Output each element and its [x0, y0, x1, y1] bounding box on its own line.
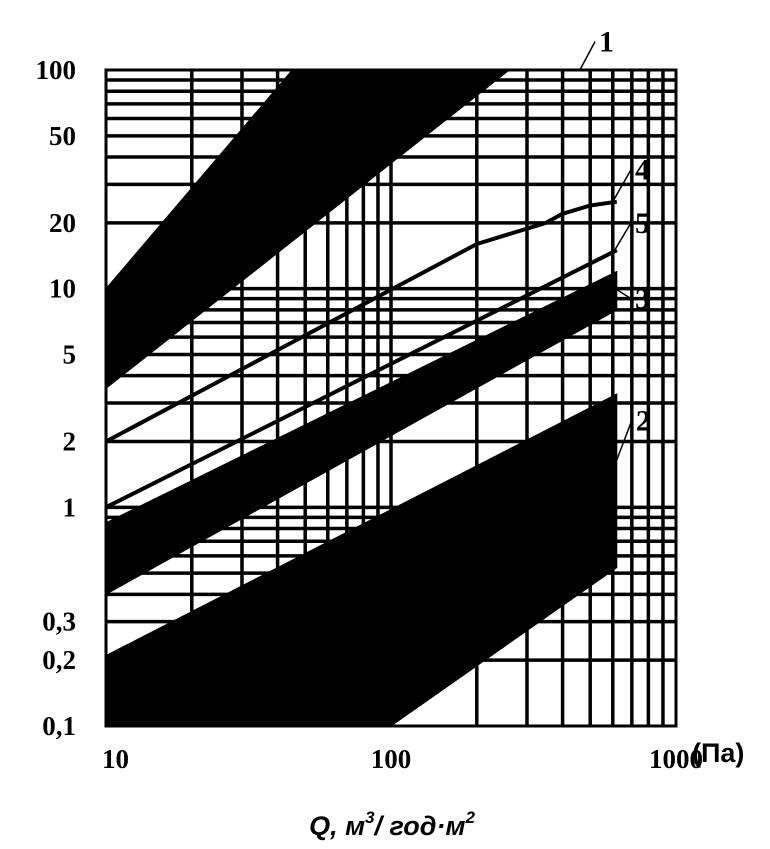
y-tick-label: 10: [49, 274, 76, 304]
y-tick-label: 0,3: [42, 607, 76, 637]
x-tick-labels: 10 100 1000: [102, 744, 703, 774]
series: [106, 70, 618, 726]
curve-label-4: 4: [635, 154, 650, 187]
leader-line-4: [612, 169, 632, 203]
x-axis-title-sup1: 3: [365, 808, 375, 827]
x-axis-title-mid: / год·м: [374, 811, 466, 841]
leader-line-5: [612, 222, 632, 254]
curve-labels: 1 2 3 4 5: [579, 26, 651, 461]
curve-label-5: 5: [635, 207, 650, 240]
y-tick-label: 50: [49, 121, 76, 151]
y-tick-label: 100: [36, 55, 77, 85]
band-series-2: [106, 393, 618, 726]
y-tick-label: 0,1: [42, 711, 76, 741]
curve-label-2: 2: [636, 404, 651, 437]
curve-label-3: 3: [635, 283, 650, 316]
x-tick-label: 100: [371, 744, 412, 774]
line-series-4: [106, 199, 618, 444]
band-series-3: [106, 270, 618, 595]
y-tick-label: 2: [63, 427, 77, 457]
y-tick-label: 5: [63, 339, 77, 369]
y-tick-labels: 0,1 0,2 0,3 1 2 5 10 20 50 100: [36, 55, 77, 741]
band-series-1: [106, 70, 511, 390]
y-tick-label: 1: [63, 492, 77, 522]
x-tick-label: 10: [102, 744, 129, 774]
x-tick-label: 1000: [649, 744, 703, 774]
x-axis-title-sup2: 2: [464, 808, 475, 827]
x-unit-label: (Па): [692, 738, 744, 768]
plot-frame: [104, 68, 678, 728]
leader-line-1: [579, 41, 596, 71]
x-axis-title: Q, м3/ год·м2: [309, 808, 475, 841]
leader-line-3: [616, 288, 632, 300]
curve-label-1: 1: [599, 26, 614, 59]
x-axis-title-main: Q, м: [309, 811, 365, 841]
line-series-5: [106, 248, 618, 510]
leader-line-2: [616, 420, 633, 461]
y-tick-label: 20: [49, 208, 76, 238]
y-tick-label: 0,2: [42, 645, 76, 675]
